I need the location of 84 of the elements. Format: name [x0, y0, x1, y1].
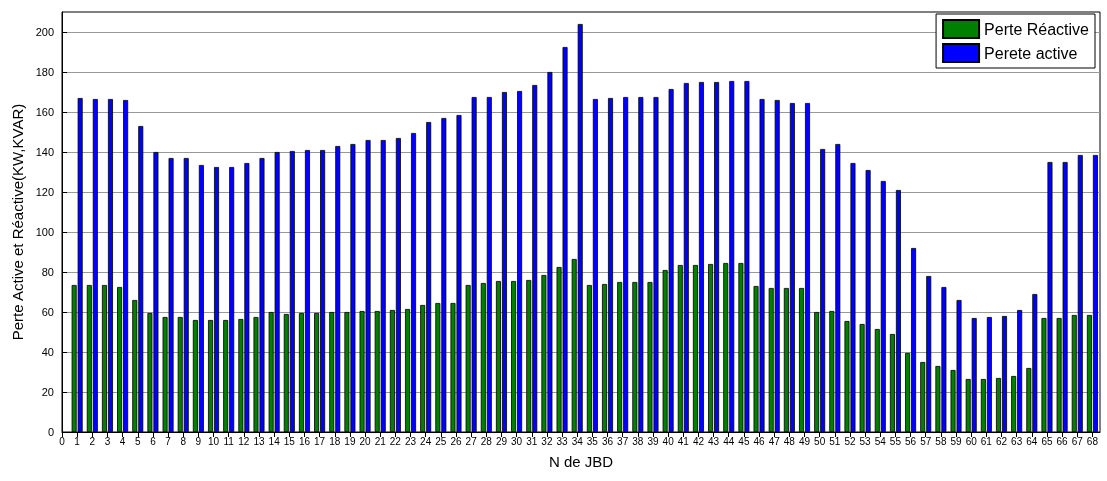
x-tick-label: 57	[920, 435, 932, 447]
legend-label: Perete active	[984, 44, 1078, 62]
x-tick-label: 30	[511, 435, 523, 447]
x-tick-label: 49	[798, 435, 811, 447]
x-tick-label: 24	[420, 435, 432, 447]
x-tick-label: 65	[1041, 435, 1053, 447]
x-tick-label: 62	[995, 435, 1008, 447]
x-tick-label: 22	[389, 435, 402, 447]
y-tick-label: 160	[35, 106, 54, 118]
y-tick-label: 120	[35, 186, 54, 198]
x-tick-label: 9	[195, 435, 202, 447]
x-tick-label: 1	[74, 435, 81, 447]
x-tick-label: 44	[723, 435, 735, 447]
x-tick-label: 56	[905, 435, 917, 447]
x-tick-label: 28	[480, 435, 493, 447]
legend-label: Perte Réactive	[984, 20, 1090, 38]
x-tick-label: 2	[89, 435, 96, 447]
x-tick-label: 14	[268, 435, 281, 447]
x-tick-label: 63	[1011, 435, 1023, 447]
x-tick-label: 59	[950, 435, 963, 447]
y-tick-label: 0	[47, 426, 54, 438]
x-tick-label: 31	[526, 435, 538, 447]
x-tick-label: 3	[104, 435, 111, 447]
x-tick-label: 13	[253, 435, 265, 447]
x-tick-label: 60	[965, 435, 978, 447]
x-tick-label: 47	[768, 435, 781, 447]
y-tick-label: 180	[35, 66, 54, 78]
x-tick-label: 26	[450, 435, 462, 447]
x-tick-label: 20	[359, 435, 372, 447]
y-tick-label: 40	[41, 346, 54, 358]
y-tick-label: 60	[41, 306, 54, 318]
x-tick-label: 16	[298, 435, 311, 447]
y-tick-label: 140	[35, 146, 54, 158]
x-tick-label: 8	[180, 435, 187, 447]
x-tick-label: 46	[753, 435, 766, 447]
y-tick-label: 80	[41, 266, 54, 278]
y-tick-label: 20	[41, 386, 54, 398]
x-tick-label: 68	[1086, 435, 1099, 447]
x-tick-label: 27	[465, 435, 478, 447]
x-tick-label: 5	[134, 435, 141, 447]
x-tick-label: 66	[1056, 435, 1069, 447]
x-tick-label: 50	[814, 435, 826, 447]
x-tick-label: 33	[556, 435, 569, 447]
x-tick-label: 21	[374, 435, 387, 447]
y-tick-label: 100	[35, 226, 54, 238]
x-tick-label: 15	[283, 435, 296, 447]
x-tick-label: 58	[935, 435, 947, 447]
x-axis-title: N de JBD	[548, 453, 614, 470]
x-tick-label: 55	[889, 435, 902, 447]
x-tick-label: 42	[692, 435, 705, 447]
x-tick-label: 43	[708, 435, 720, 447]
x-tick-label: 17	[314, 435, 326, 447]
x-tick-label: 29	[495, 435, 508, 447]
x-tick-label: 23	[404, 435, 417, 447]
x-tick-label: 12	[238, 435, 250, 447]
x-tick-label: 67	[1071, 435, 1084, 447]
x-tick-label: 41	[677, 435, 690, 447]
x-tick-label: 38	[632, 435, 644, 447]
x-tick-label: 11	[223, 435, 235, 447]
x-tick-label: 37	[617, 435, 629, 447]
x-tick-label: 45	[738, 435, 750, 447]
x-tick-label: 34	[571, 435, 584, 447]
x-tick-label: 39	[647, 435, 659, 447]
x-tick-label: 52	[844, 435, 856, 447]
x-tick-label: 7	[165, 435, 172, 447]
x-tick-label: 35	[586, 435, 599, 447]
x-tick-label: 18	[329, 435, 341, 447]
x-tick-label: 36	[601, 435, 614, 447]
x-tick-label: 48	[783, 435, 796, 447]
x-tick-label: 6	[150, 435, 157, 447]
x-tick-label: 19	[344, 435, 356, 447]
x-tick-label: 53	[859, 435, 872, 447]
x-tick-label: 0	[59, 435, 66, 447]
x-tick-label: 51	[829, 435, 841, 447]
y-tick-label: 200	[35, 26, 54, 38]
x-tick-label: 10	[207, 435, 220, 447]
y-axis-title: Perte Active et Réactive(KW,KVAR)	[8, 103, 26, 341]
x-tick-label: 61	[980, 435, 993, 447]
x-tick-label: 64	[1026, 435, 1038, 447]
x-tick-label: 4	[119, 435, 126, 447]
x-tick-label: 40	[662, 435, 675, 447]
x-tick-label: 32	[541, 435, 553, 447]
x-tick-label: 54	[874, 435, 887, 447]
x-tick-label: 25	[435, 435, 447, 447]
